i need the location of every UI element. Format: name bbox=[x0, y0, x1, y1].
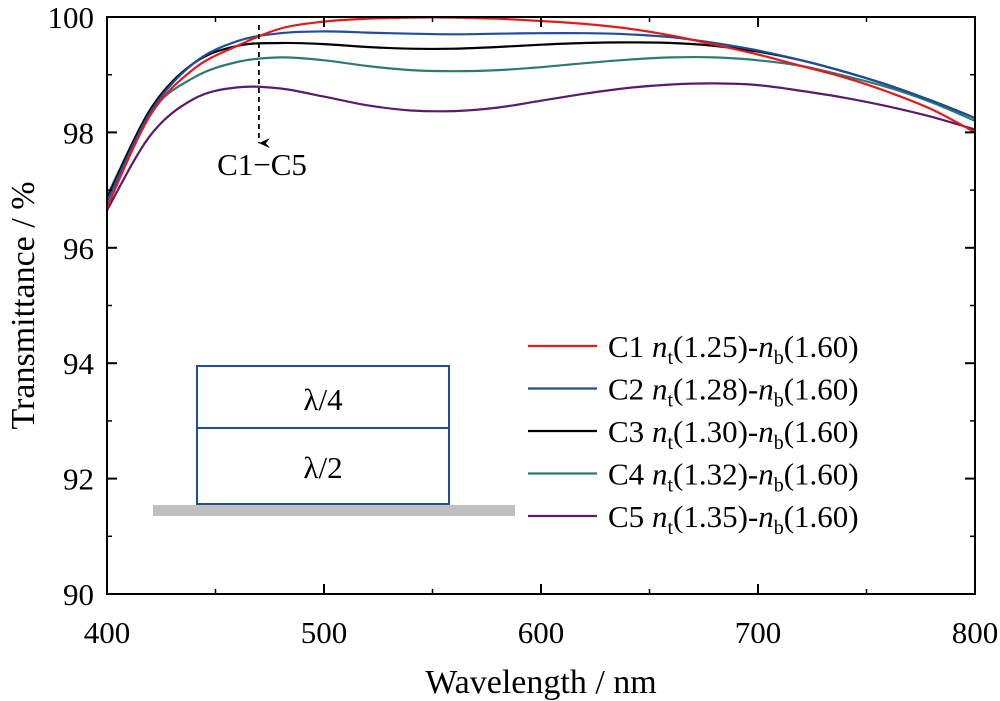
legend-series-id: C5 bbox=[608, 499, 652, 534]
legend-value: (1.60) bbox=[784, 329, 859, 364]
x-tick-label: 500 bbox=[301, 615, 348, 650]
legend-value: (1.25)- bbox=[673, 329, 758, 364]
series-line-c1 bbox=[107, 17, 975, 208]
legend-value: (1.60) bbox=[784, 372, 859, 407]
legend-symbol-n: n bbox=[652, 457, 668, 492]
legend-label-c1: C1 nt(1.25)-nb(1.60) bbox=[608, 329, 859, 369]
legend-subscript: t bbox=[667, 517, 673, 539]
legend-value: (1.60) bbox=[784, 414, 859, 449]
series-line-c2 bbox=[107, 30, 975, 203]
legend-subscript: b bbox=[774, 347, 784, 369]
legend-value: (1.35)- bbox=[673, 499, 758, 534]
legend-value: (1.30)- bbox=[673, 414, 758, 449]
legend-value: (1.28)- bbox=[673, 372, 758, 407]
legend-symbol-n: n bbox=[758, 457, 774, 492]
x-tick-label: 600 bbox=[518, 615, 565, 650]
x-tick-label: 400 bbox=[84, 615, 131, 650]
legend-subscript: t bbox=[667, 390, 673, 412]
legend-symbol-n: n bbox=[652, 499, 668, 534]
bottom-layer-label: λ/2 bbox=[303, 450, 342, 485]
legend-subscript: t bbox=[667, 432, 673, 454]
legend-label-c2: C2 nt(1.28)-nb(1.60) bbox=[608, 372, 859, 412]
legend-symbol-n: n bbox=[652, 329, 668, 364]
legend-symbol-n: n bbox=[758, 499, 774, 534]
top-layer bbox=[196, 365, 450, 429]
legend-symbol-n: n bbox=[652, 372, 668, 407]
x-axis-title: Wavelength / nm bbox=[425, 664, 656, 701]
substrate bbox=[153, 505, 515, 516]
legend-label-c5: C5 nt(1.35)-nb(1.60) bbox=[608, 499, 859, 539]
bottom-layer bbox=[196, 427, 450, 505]
y-tick-label: 100 bbox=[48, 0, 95, 35]
series-line-c4 bbox=[107, 55, 975, 197]
series-line-c5 bbox=[107, 82, 975, 211]
y-tick-label: 98 bbox=[63, 115, 94, 150]
legend-label-c4: C4 nt(1.32)-nb(1.60) bbox=[608, 457, 859, 497]
legend-symbol-n: n bbox=[758, 414, 774, 449]
layer-structure-inset: λ/4 λ/2 bbox=[153, 365, 515, 516]
y-tick-label: 90 bbox=[63, 577, 94, 612]
legend-series-id: C1 bbox=[608, 329, 652, 364]
x-tick-label: 800 bbox=[952, 615, 999, 650]
legend-subscript: b bbox=[774, 475, 784, 497]
legend: C1 nt(1.25)-nb(1.60)C2 nt(1.28)-nb(1.60)… bbox=[528, 329, 859, 539]
legend-subscript: b bbox=[774, 432, 784, 454]
c1-c5-annotation: C1−C5 bbox=[217, 25, 307, 182]
y-tick-label: 94 bbox=[63, 346, 95, 381]
legend-subscript: t bbox=[667, 475, 673, 497]
annotation-label: C1−C5 bbox=[217, 147, 307, 182]
series-curves bbox=[107, 17, 975, 211]
y-axis-title: Transmittance / % bbox=[5, 181, 42, 429]
legend-series-id: C2 bbox=[608, 372, 652, 407]
legend-label-c3: C3 nt(1.30)-nb(1.60) bbox=[608, 414, 859, 454]
legend-value: (1.60) bbox=[784, 499, 859, 534]
legend-series-id: C3 bbox=[608, 414, 652, 449]
legend-symbol-n: n bbox=[758, 372, 774, 407]
axes: 400 500 600 700 800 90 92 94 96 98 100 Wavelength /… bbox=[5, 0, 998, 701]
legend-subscript: b bbox=[774, 517, 784, 539]
legend-value: (1.60) bbox=[784, 457, 859, 492]
legend-value: (1.32)- bbox=[673, 457, 758, 492]
legend-subscript: b bbox=[774, 390, 784, 412]
y-tick-label: 92 bbox=[63, 462, 94, 497]
legend-subscript: t bbox=[667, 347, 673, 369]
x-tick-label: 700 bbox=[735, 615, 782, 650]
top-layer-label: λ/4 bbox=[303, 382, 343, 417]
legend-symbol-n: n bbox=[652, 414, 668, 449]
y-tick-label: 96 bbox=[63, 231, 94, 266]
legend-series-id: C4 bbox=[608, 457, 652, 492]
legend-symbol-n: n bbox=[758, 329, 774, 364]
